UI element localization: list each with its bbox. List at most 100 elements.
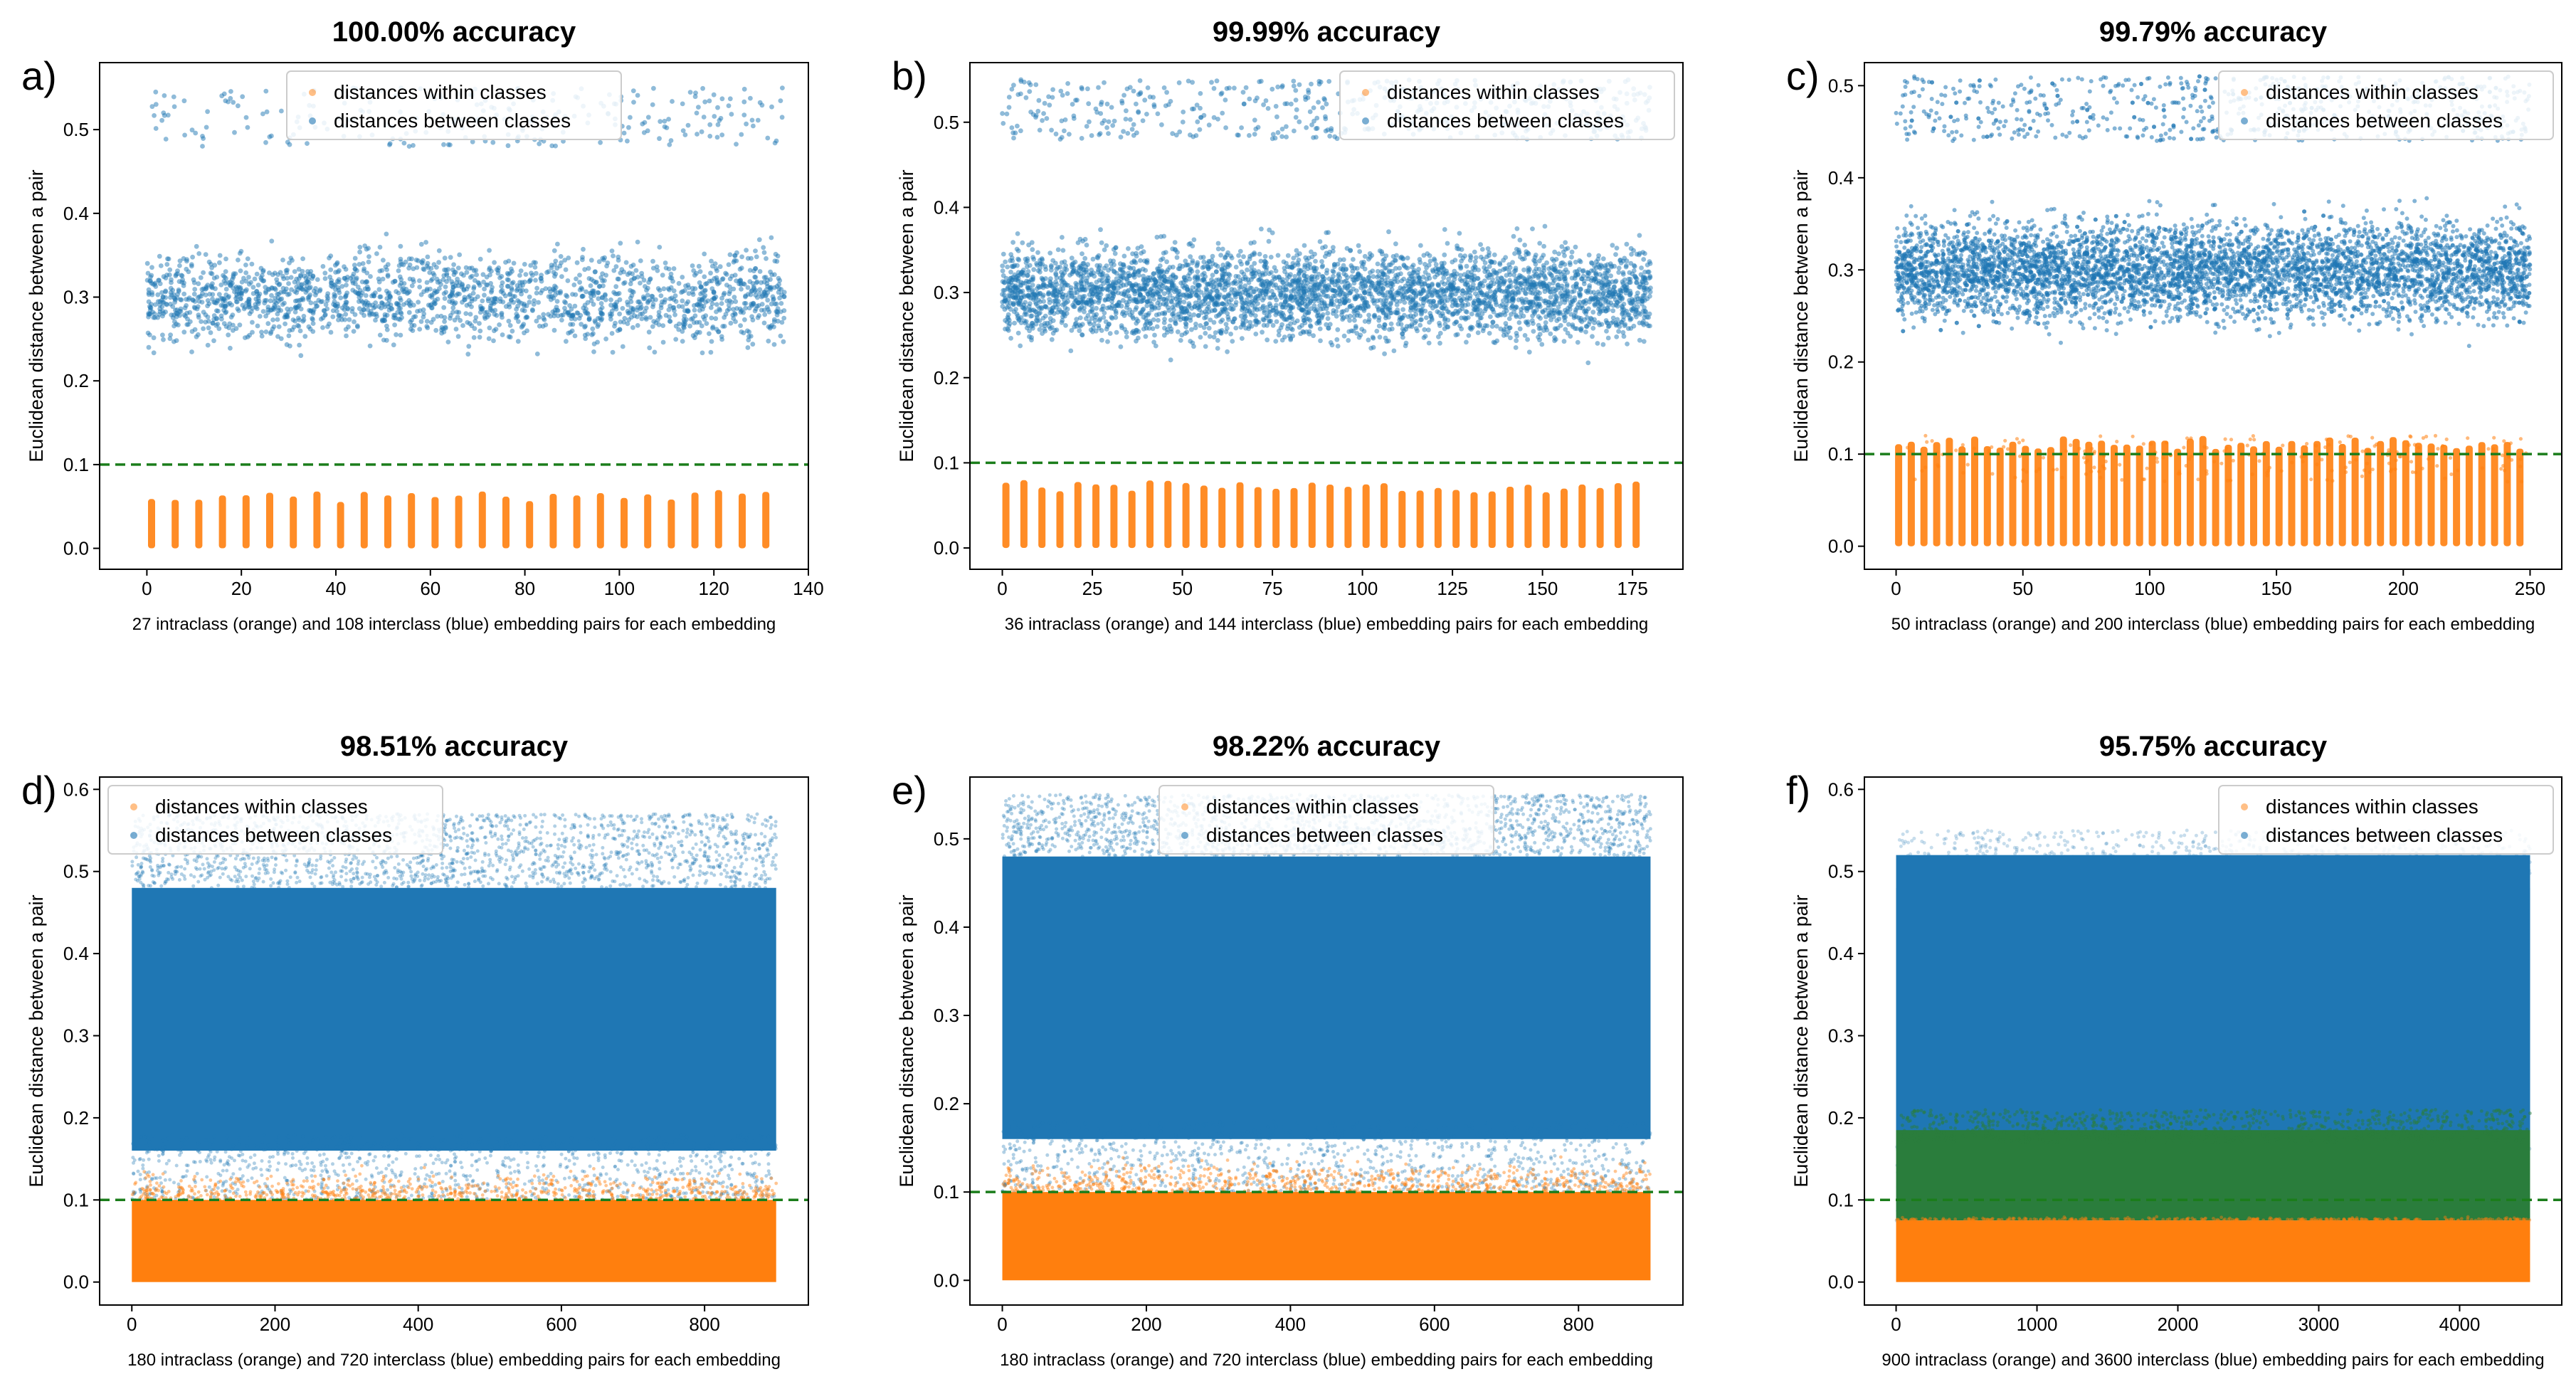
between-point bbox=[1304, 125, 1309, 130]
between-point bbox=[298, 306, 304, 312]
between-point bbox=[596, 259, 602, 265]
between-point bbox=[596, 284, 602, 289]
between-point bbox=[1214, 78, 1220, 84]
between-point bbox=[639, 274, 645, 279]
between-point bbox=[1101, 315, 1107, 320]
between-point bbox=[275, 291, 280, 297]
between-point bbox=[296, 324, 302, 329]
between-point bbox=[270, 317, 275, 322]
between-point bbox=[246, 301, 252, 307]
between-point bbox=[732, 295, 737, 300]
between-point bbox=[263, 290, 268, 295]
between-point bbox=[384, 337, 389, 343]
between-point bbox=[772, 301, 778, 307]
between-point bbox=[598, 307, 603, 312]
between-point bbox=[332, 292, 337, 297]
between-point bbox=[509, 266, 514, 272]
between-point bbox=[265, 321, 271, 327]
between-point bbox=[398, 332, 403, 338]
between-point bbox=[435, 314, 440, 319]
between-point bbox=[170, 287, 176, 293]
between-point bbox=[753, 248, 758, 253]
between-point bbox=[1015, 92, 1021, 97]
between-point bbox=[1554, 318, 1560, 323]
between-point bbox=[258, 265, 264, 271]
between-point bbox=[1452, 321, 1457, 327]
between-point bbox=[1161, 320, 1167, 325]
between-point bbox=[442, 319, 447, 324]
between-point bbox=[598, 301, 604, 306]
between-point bbox=[1531, 329, 1536, 334]
between-point bbox=[726, 302, 732, 308]
between-point bbox=[1613, 252, 1618, 257]
between-point bbox=[667, 275, 673, 280]
between-point bbox=[650, 304, 655, 310]
between-point bbox=[681, 322, 687, 327]
between-point bbox=[486, 312, 492, 317]
between-point bbox=[651, 85, 656, 91]
between-point bbox=[347, 317, 352, 322]
between-point bbox=[357, 262, 362, 267]
between-point bbox=[466, 344, 472, 349]
between-point bbox=[534, 352, 540, 357]
between-point bbox=[713, 316, 719, 322]
between-point bbox=[1215, 117, 1220, 122]
between-point bbox=[630, 306, 636, 312]
between-point bbox=[773, 251, 778, 257]
between-point bbox=[590, 326, 596, 332]
between-point bbox=[693, 90, 698, 95]
between-point bbox=[446, 275, 452, 281]
between-point bbox=[407, 276, 413, 282]
between-point bbox=[658, 293, 664, 298]
between-point bbox=[1138, 258, 1143, 263]
between-point bbox=[1098, 111, 1104, 116]
between-point bbox=[1507, 278, 1513, 283]
between-point bbox=[1227, 263, 1232, 268]
between-point bbox=[609, 308, 615, 314]
between-point bbox=[331, 308, 336, 313]
between-point bbox=[163, 137, 169, 142]
between-point bbox=[374, 314, 379, 319]
between-point bbox=[524, 315, 530, 320]
between-point bbox=[332, 282, 337, 288]
between-point bbox=[1519, 310, 1524, 315]
between-point bbox=[1140, 118, 1146, 124]
between-point bbox=[751, 123, 756, 129]
between-point bbox=[1211, 85, 1217, 91]
between-point bbox=[780, 85, 785, 90]
between-point bbox=[533, 270, 539, 276]
between-point bbox=[1427, 319, 1432, 325]
between-point bbox=[1201, 324, 1207, 330]
between-point bbox=[384, 327, 390, 332]
between-point bbox=[1418, 291, 1423, 297]
between-point bbox=[586, 317, 592, 322]
between-point bbox=[1319, 288, 1325, 294]
between-point bbox=[507, 323, 513, 328]
between-point bbox=[1627, 280, 1633, 285]
within-group bbox=[478, 491, 486, 549]
between-point bbox=[1152, 332, 1157, 338]
within-group bbox=[739, 493, 746, 549]
between-point bbox=[1198, 105, 1203, 111]
between-point bbox=[1209, 80, 1214, 85]
between-point bbox=[263, 88, 269, 94]
between-point bbox=[424, 280, 430, 285]
between-point bbox=[329, 278, 334, 283]
between-point bbox=[1339, 279, 1344, 285]
series-between-classes bbox=[144, 85, 787, 359]
between-point bbox=[278, 336, 284, 342]
x-tick-label: 80 bbox=[514, 578, 535, 599]
between-point bbox=[357, 249, 362, 255]
between-point bbox=[1325, 310, 1331, 316]
between-point bbox=[527, 300, 532, 305]
between-point bbox=[1038, 310, 1042, 315]
between-point bbox=[680, 101, 685, 107]
between-point bbox=[1291, 287, 1297, 293]
between-point bbox=[411, 143, 416, 148]
between-point bbox=[1404, 324, 1410, 329]
between-point bbox=[574, 260, 580, 265]
between-point bbox=[228, 282, 234, 287]
between-point bbox=[310, 273, 316, 279]
between-point bbox=[1274, 302, 1279, 308]
between-point bbox=[1000, 304, 1005, 309]
